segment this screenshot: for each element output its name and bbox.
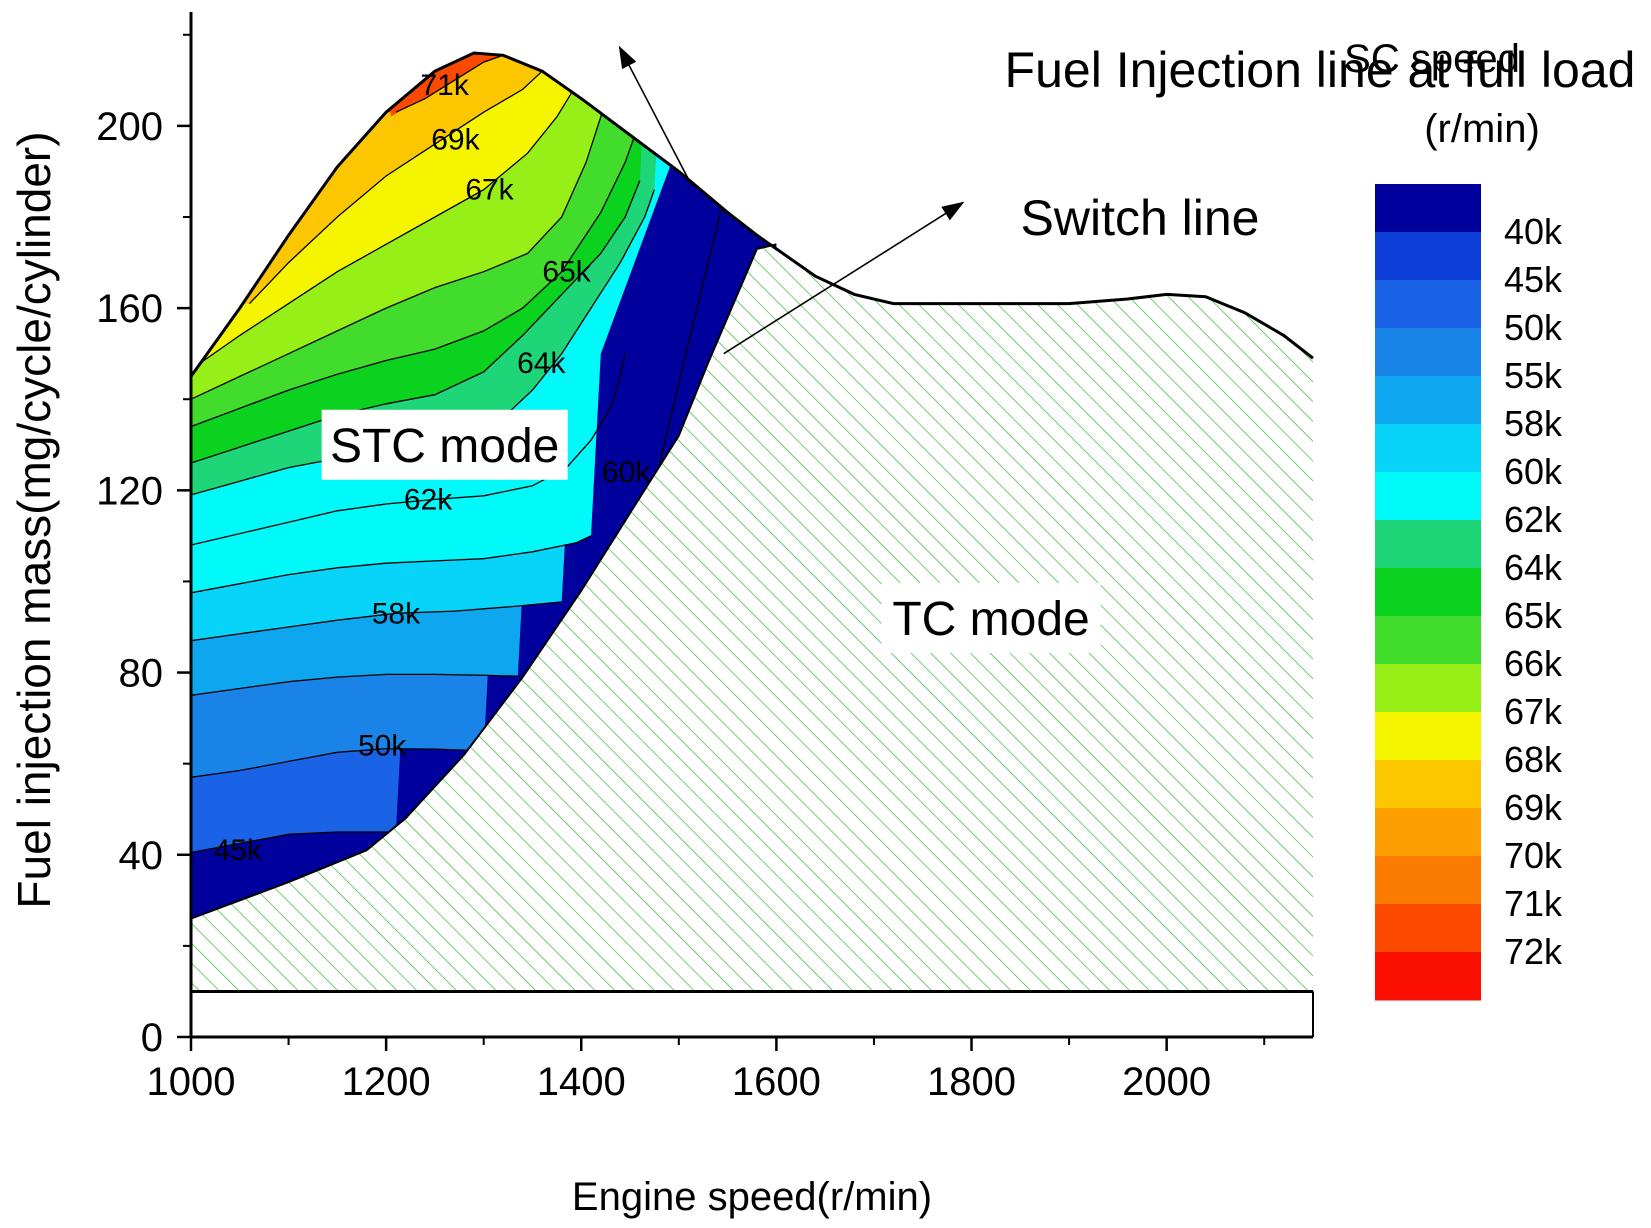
contour-label: 62k	[404, 483, 453, 516]
colorbar-swatch	[1375, 712, 1481, 761]
contour-label: 71k	[421, 69, 470, 102]
colorbar-label: 40k	[1504, 211, 1563, 252]
annotation-layer: Fuel Injection line at full load Switch l…	[321, 42, 1636, 653]
stc-mode-label: STC mode	[330, 420, 559, 473]
colorbar-swatch	[1375, 472, 1481, 521]
contour-line	[395, 54, 504, 113]
contour-label: 58k	[372, 597, 421, 630]
colorbar-swatch	[1375, 808, 1481, 857]
contour-line	[191, 353, 626, 546]
mode-label-box	[321, 409, 568, 480]
x-tick-label: 1800	[927, 1060, 1016, 1104]
switch-line-annotation: Switch line	[1021, 190, 1260, 246]
x-tick-label: 2000	[1122, 1060, 1211, 1104]
colorbar-label: 58k	[1504, 403, 1563, 444]
colorbar-swatch	[1375, 760, 1481, 809]
contour-label: 50k	[358, 729, 407, 762]
tc-mode-hatched-region	[191, 244, 1313, 992]
contour-label: 60k	[602, 456, 651, 489]
colorbar-swatch	[1375, 232, 1481, 281]
contour-line	[249, 70, 543, 305]
contour-label: 69k	[431, 124, 480, 157]
fill-layer	[191, 53, 1313, 992]
colorbar-label: 64k	[1504, 547, 1563, 588]
colorbar-swatch	[1375, 568, 1481, 617]
colorbar-label: 69k	[1504, 787, 1563, 828]
colorbar-label: 72k	[1504, 931, 1563, 972]
colorbar-swatch	[1375, 184, 1481, 233]
y-tick-label: 200	[96, 105, 163, 149]
x-tick-label: 1200	[342, 1060, 431, 1104]
contour-lines-layer	[191, 54, 724, 854]
y-tick-label: 40	[119, 834, 164, 878]
x-tick-label: 1400	[537, 1060, 626, 1104]
colorbar: 40k 45k 50k 55k 58k 60k 62k 64k 65k 66k 67k 68k 69k 7…	[1344, 37, 1563, 1001]
colorbar-label: 71k	[1504, 883, 1563, 924]
x-tick-label: 1600	[732, 1060, 821, 1104]
outline-layer	[189, 51, 1314, 993]
x-axis-label: Engine speed(r/min)	[572, 1175, 932, 1219]
y-tick-label: 80	[119, 652, 164, 696]
colorbar-swatch	[1375, 904, 1481, 953]
colorbar-label: 50k	[1504, 307, 1563, 348]
contour-labels: 45k 50k 58k 62k 60k 64k 65k 67k 69k 71k	[214, 69, 652, 867]
colorbar-label: 67k	[1504, 691, 1563, 732]
contour-line	[191, 747, 484, 778]
colorbar-swatch	[1375, 328, 1481, 377]
tc-mode-label: TC mode	[892, 593, 1089, 646]
contour-line	[191, 98, 607, 400]
axes-layer: 1000 1200 1400 1600 1800 2000 0 40 80 120 160 200	[96, 12, 1314, 1104]
colorbar-swatch	[1375, 376, 1481, 425]
mode-label-box	[881, 582, 1101, 653]
colorbar-swatch	[1375, 424, 1481, 473]
x-tick-label: 1000	[147, 1060, 236, 1104]
y-axis-label: Fuel injection mass(mg/cycle/cylinder)	[8, 131, 60, 908]
contour-label: 45k	[214, 834, 263, 867]
colorbar-title: SC speed	[1344, 37, 1520, 81]
contour-line	[191, 535, 592, 594]
annotation-arrow	[618, 45, 693, 186]
colorbar-swatch	[1375, 520, 1481, 569]
contour-line	[191, 601, 562, 642]
contour-line	[191, 673, 518, 696]
colorbar-swatch	[1375, 856, 1481, 905]
contour-line	[646, 203, 724, 514]
colorbar-label: 62k	[1504, 499, 1563, 540]
contour-label: 64k	[517, 347, 566, 380]
colorbar-label: 55k	[1504, 355, 1563, 396]
annotation-arrow	[723, 201, 965, 355]
colorbar-label: 70k	[1504, 835, 1563, 876]
contour-line	[191, 134, 636, 428]
contour-line	[191, 79, 582, 371]
colorbar-swatch	[1375, 280, 1481, 329]
colorbar-swatch	[1375, 616, 1481, 665]
colorbar-label: 60k	[1504, 451, 1563, 492]
full-load-line	[189, 51, 1314, 378]
colorbar-label: 45k	[1504, 259, 1563, 300]
contour-label: 67k	[465, 174, 514, 207]
colorbar-label: 66k	[1504, 643, 1563, 684]
contour-line	[191, 831, 396, 854]
contour-label: 65k	[542, 256, 591, 289]
y-tick-label: 120	[96, 469, 163, 513]
contour-line	[191, 180, 641, 464]
colorbar-swatch	[1375, 952, 1481, 1001]
colorbar-swatch	[1375, 664, 1481, 713]
colorbar-label: 65k	[1504, 595, 1563, 636]
y-tick-label: 0	[141, 1016, 163, 1060]
y-tick-label: 160	[96, 287, 163, 331]
full-load-annotation: Fuel Injection line at full load	[1005, 42, 1636, 98]
colorbar-unit: (r/min)	[1424, 107, 1540, 151]
switch-line	[190, 243, 777, 920]
colorbar-label: 68k	[1504, 739, 1563, 780]
